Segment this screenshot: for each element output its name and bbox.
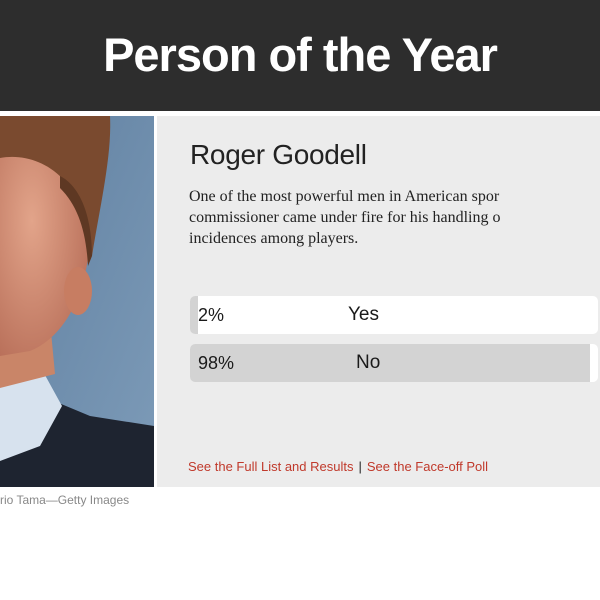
poll-panel: Roger Goodell One of the most powerful m…	[157, 116, 600, 487]
person-description: One of the most powerful men in American…	[189, 186, 600, 249]
poll-option-no[interactable]: 98% No	[190, 344, 598, 382]
poll-result-bar-yes	[190, 296, 199, 334]
description-line: incidences among players.	[189, 230, 359, 247]
description-line: commissioner came under fire for his han…	[189, 209, 501, 226]
full-list-link[interactable]: See the Full List and Results	[188, 459, 354, 474]
poll-option-label-no: No	[356, 352, 381, 373]
page-title: Person of the Year	[103, 28, 498, 81]
photo-credit: rio Tama—Getty Images	[0, 493, 130, 507]
poll-percent-yes: 2%	[198, 305, 225, 325]
poll-result-bar-no	[190, 344, 590, 382]
page-header: Person of the Year	[0, 0, 600, 111]
faceoff-poll-link[interactable]: See the Face-off Poll	[366, 459, 489, 474]
poll-option-label-yes: Yes	[348, 304, 379, 325]
person-name: Roger Goodell	[190, 139, 367, 170]
poll-percent-no: 98%	[198, 353, 235, 373]
description-line: One of the most powerful men in American…	[189, 188, 500, 205]
link-separator: |	[358, 459, 362, 474]
person-photo	[0, 116, 154, 487]
person-photo-image	[0, 116, 154, 487]
poll-option-yes[interactable]: 2% Yes	[190, 296, 598, 334]
poll-links: See the Full List and Results | See the Fa…	[188, 459, 488, 474]
